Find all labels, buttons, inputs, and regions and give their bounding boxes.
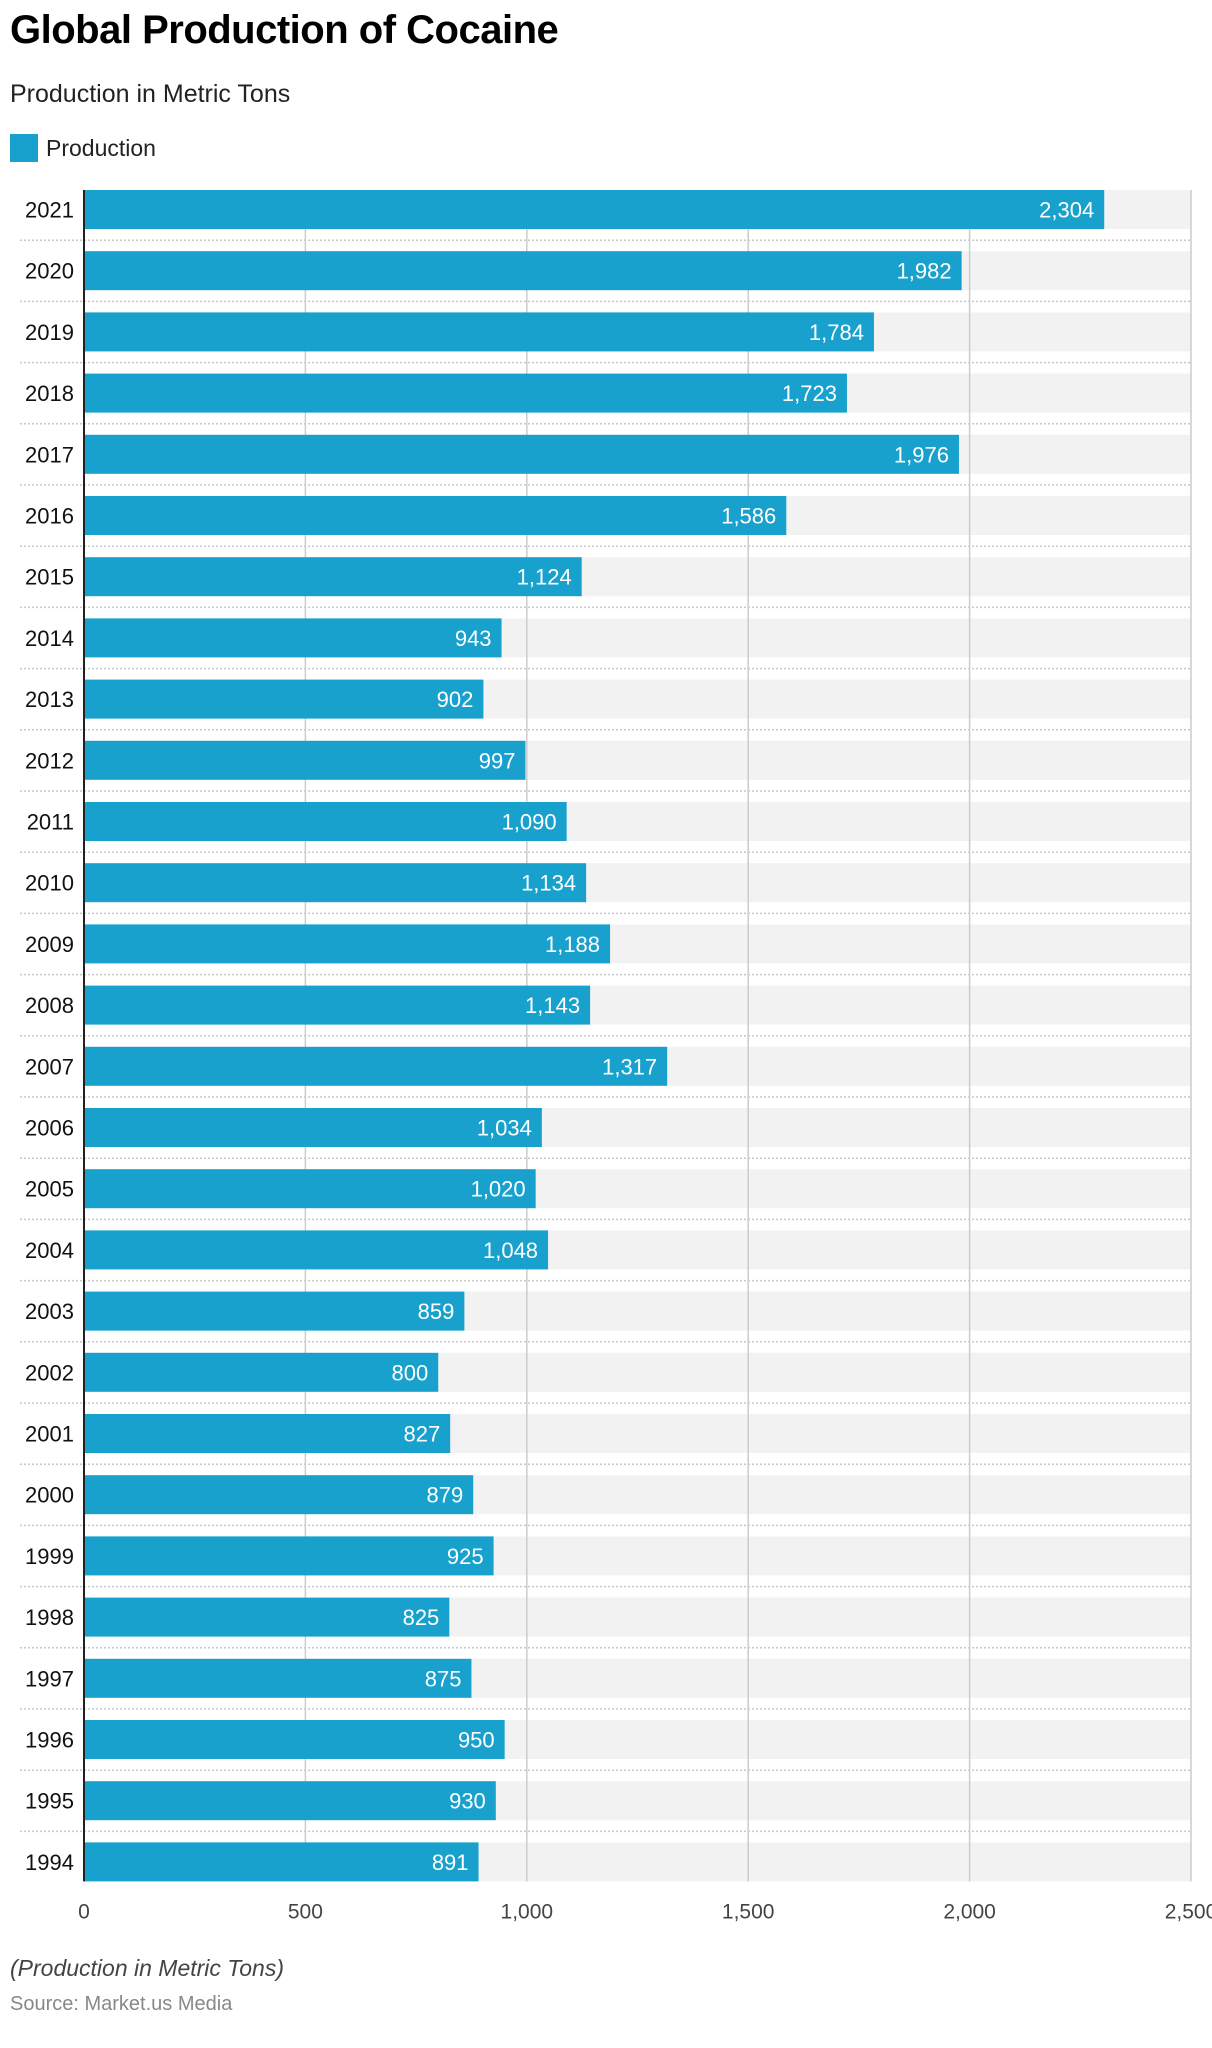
data-label: 1,188 <box>545 932 600 957</box>
bar <box>84 1291 465 1331</box>
x-tick-label: 1,500 <box>722 1900 775 1923</box>
y-tick-label: 2003 <box>25 1299 74 1324</box>
y-tick-label: 2001 <box>25 1422 74 1447</box>
data-label: 930 <box>449 1789 486 1814</box>
y-tick-label: 1999 <box>25 1544 74 1569</box>
y-tick-label: 2012 <box>25 748 74 773</box>
data-label: 827 <box>403 1422 440 1447</box>
data-label: 1,317 <box>602 1054 657 1079</box>
data-label: 1,048 <box>483 1238 538 1263</box>
data-label: 825 <box>403 1605 440 1630</box>
x-tick-label: 0 <box>78 1900 90 1923</box>
data-label: 879 <box>427 1483 464 1508</box>
data-label: 1,982 <box>897 259 952 284</box>
data-label: 875 <box>425 1666 462 1691</box>
legend: Production <box>10 134 156 162</box>
bar <box>84 1108 542 1147</box>
y-tick-label: 2019 <box>25 320 74 345</box>
data-label: 1,020 <box>471 1177 526 1202</box>
bar <box>84 373 847 413</box>
y-tick-label: 2010 <box>25 871 74 896</box>
y-tick-label: 2008 <box>25 993 74 1018</box>
bar <box>84 1352 439 1392</box>
data-label: 891 <box>432 1850 469 1875</box>
bar <box>84 312 874 352</box>
source-text: Source: Market.us Media <box>10 1993 233 2015</box>
data-label: 1,124 <box>517 565 572 590</box>
bar <box>84 1658 472 1698</box>
x-tick-label: 2,000 <box>943 1900 996 1923</box>
data-label: 950 <box>458 1728 495 1753</box>
y-tick-label: 2009 <box>25 932 74 957</box>
bar <box>84 190 1105 229</box>
y-tick-label: 1997 <box>25 1666 74 1691</box>
y-tick-label: 2013 <box>25 687 74 712</box>
bar <box>84 740 526 780</box>
bar <box>84 1475 474 1515</box>
y-tick-label: 1994 <box>25 1850 74 1875</box>
x-tick-label: 500 <box>288 1900 323 1923</box>
y-tick-label: 2004 <box>25 1238 74 1263</box>
chart-subtitle: Production in Metric Tons <box>10 80 291 108</box>
data-label: 1,034 <box>477 1116 532 1141</box>
bar <box>84 1781 496 1821</box>
y-tick-label: 2015 <box>25 565 74 590</box>
y-tick-label: 2005 <box>25 1177 74 1202</box>
y-tick-label: 2007 <box>25 1054 74 1079</box>
bar <box>84 1597 450 1637</box>
data-label: 1,134 <box>521 871 576 896</box>
y-tick-label: 2016 <box>25 504 74 529</box>
data-label: 997 <box>479 748 516 773</box>
bar <box>84 1414 451 1453</box>
data-label: 943 <box>455 626 492 651</box>
data-label: 1,143 <box>525 993 580 1018</box>
y-tick-label: 2018 <box>25 381 74 406</box>
y-tick-label: 2021 <box>25 198 74 223</box>
data-label: 925 <box>447 1544 484 1569</box>
data-label: 859 <box>418 1299 455 1324</box>
bar <box>84 618 502 658</box>
bar <box>84 496 787 535</box>
data-label: 1,723 <box>782 381 837 406</box>
y-tick-label: 1995 <box>25 1789 74 1814</box>
data-label: 1,976 <box>894 442 949 467</box>
bar <box>84 924 611 964</box>
bar <box>84 985 591 1025</box>
bar-chart: 0 500 1,000 1,500 2,000 2,500 2,304 2021 1,982 20… <box>20 190 1212 1923</box>
bar <box>84 1720 505 1759</box>
y-tick-label: 2014 <box>25 626 74 651</box>
data-label: 1,586 <box>721 504 776 529</box>
y-tick-label: 2000 <box>25 1483 74 1508</box>
chart-title: Global Production of Cocaine <box>10 8 559 52</box>
bar <box>84 679 484 719</box>
bar <box>84 802 567 841</box>
data-label: 1,784 <box>809 320 864 345</box>
y-tick-label: 2002 <box>25 1360 74 1385</box>
bar <box>84 434 959 474</box>
bar <box>84 863 587 903</box>
data-label: 2,304 <box>1039 198 1094 223</box>
y-tick-label: 1998 <box>25 1605 74 1630</box>
data-label: 902 <box>437 687 474 712</box>
legend-label: Production <box>46 134 156 161</box>
y-tick-label: 2006 <box>25 1116 74 1141</box>
bar <box>84 557 582 597</box>
footnote: (Production in Metric Tons) <box>10 1955 284 1981</box>
x-tick-label: 2,500 <box>1165 1900 1212 1923</box>
y-tick-label: 1996 <box>25 1728 74 1753</box>
data-label: 1,090 <box>502 810 557 835</box>
y-tick-label: 2020 <box>25 259 74 284</box>
x-tick-label: 1,000 <box>501 1900 554 1923</box>
data-label: 800 <box>392 1360 429 1385</box>
y-tick-label: 2011 <box>27 810 74 835</box>
bar <box>84 1536 494 1576</box>
bar <box>84 1169 536 1209</box>
y-tick-label: 2017 <box>25 442 74 467</box>
bar <box>84 1230 549 1270</box>
bar <box>84 1046 668 1086</box>
bar <box>84 1842 479 1882</box>
bar <box>84 251 962 291</box>
legend-swatch <box>10 134 38 162</box>
